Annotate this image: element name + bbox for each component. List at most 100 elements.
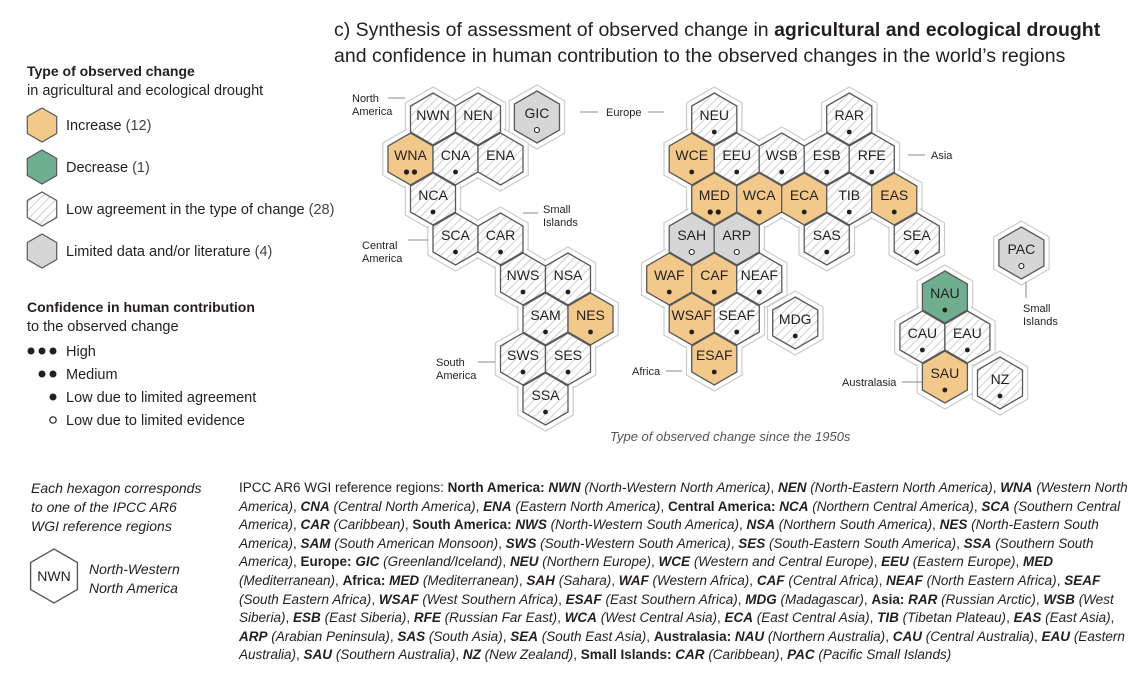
- confidence-dot: [27, 347, 35, 355]
- reference-region-code: CNA: [300, 498, 330, 514]
- reference-region-full-name: (Tibetan Plateau): [902, 610, 1007, 626]
- reference-region-code: MED: [389, 572, 420, 588]
- confidence-dot: [49, 370, 57, 378]
- legend-confidence-2: Low due to limited agreement: [49, 390, 256, 406]
- reference-region-full-name: (Central North America): [333, 498, 476, 514]
- region-hex-code: SEA: [903, 227, 932, 243]
- region-hex-code: CAF: [700, 267, 728, 283]
- region-hex-code: MDG: [779, 311, 812, 327]
- legend-swatch: [26, 149, 58, 185]
- legend-swatch: [26, 233, 58, 269]
- region-hex-code: ENA: [486, 147, 515, 163]
- confidence-dot: [914, 249, 920, 255]
- region-hex-shape: [544, 332, 592, 386]
- region-hex-nz: NZ: [976, 356, 1024, 410]
- confidence-dot: [543, 329, 548, 335]
- reference-region-code: NEU: [509, 554, 539, 570]
- region-hex-nen: NEN: [454, 92, 502, 146]
- region-hex-shape: [921, 350, 969, 404]
- reference-region-full-name: (Eastern North America): [515, 498, 661, 514]
- reference-region-code: RFE: [413, 610, 441, 626]
- reference-region-code: SAS: [397, 628, 426, 644]
- reference-region-full-name: (Mediterranean): [422, 572, 519, 588]
- reference-region-code: NCA: [779, 498, 809, 514]
- region-hex-sah: SAH: [668, 212, 715, 266]
- confidence-dot: [520, 369, 526, 375]
- reference-region-full-name: (Western and Central Europe): [693, 554, 874, 570]
- region-hex-code: NCA: [418, 187, 448, 203]
- region-hex-sws: SWS: [499, 332, 547, 386]
- reference-region-full-name: (North-Eastern North America): [810, 480, 993, 495]
- confidence-dot: [49, 347, 57, 355]
- region-hex-code: PAC: [1008, 241, 1036, 257]
- confidence-dot: [891, 209, 897, 215]
- example-hexagon: [29, 548, 79, 604]
- region-hex-code: CNA: [441, 147, 471, 163]
- reference-region-code: NWN: [548, 480, 581, 495]
- legend-confidence-heading: Confidence in human contribution: [27, 299, 255, 315]
- region-hex-code: SAH: [677, 227, 706, 243]
- reference-region-full-name: (Northern Australia): [767, 628, 886, 644]
- hexagon-note: Each hexagon corresponds to one of the I…: [29, 480, 201, 604]
- confidence-dot: [964, 347, 970, 353]
- confidence-dot: [543, 409, 548, 415]
- reference-region-code: ENA: [483, 498, 512, 514]
- region-hex-nau: NAU: [921, 270, 969, 324]
- reference-region-full-name: (West Central Asia): [600, 610, 717, 626]
- region-hex-caf: CAF: [691, 252, 738, 306]
- confidence-dot: [411, 169, 418, 175]
- confidence-dot: [430, 209, 436, 215]
- region-hex-ses: SES: [544, 332, 592, 386]
- figure-title: c) Synthesis of assessment of observed c…: [334, 19, 1101, 67]
- reference-region-full-name: (South American Monsoon): [334, 535, 499, 551]
- region-hex-shape: [567, 292, 614, 346]
- map-caption: Type of observed change since the 1950s: [610, 429, 851, 444]
- region-hex-code: TIB: [838, 187, 860, 203]
- region-hex-rfe: RFE: [848, 132, 895, 186]
- region-hex-code: WSAF: [672, 307, 712, 323]
- label-africa: Africa: [632, 366, 661, 378]
- legend-confidence-label: Low due to limited evidence: [66, 413, 245, 429]
- region-hex-shape: [848, 132, 895, 186]
- reference-groups: North America: NWN (North-Western North …: [239, 480, 1128, 663]
- reference-region-full-name: (Southern Central America): [239, 498, 1121, 533]
- region-hex-seaf: SEAF: [713, 292, 760, 346]
- legend-type-items: Increase (12) Decrease (1) Low agreement i…: [26, 107, 334, 269]
- confidence-open-dot: [688, 248, 695, 256]
- region-hex-code: CAR: [486, 227, 516, 243]
- region-hex-shape: [871, 172, 918, 226]
- confidence-dot: [801, 209, 807, 215]
- reference-region-code: SAU: [303, 647, 333, 663]
- region-hex-car: CAR: [477, 212, 524, 266]
- reference-region-name: Australasia:: [653, 628, 732, 644]
- reference-region-code: WNA: [1000, 480, 1033, 495]
- reference-region-code: ARP: [239, 628, 268, 644]
- confidence-dot: [997, 393, 1003, 399]
- reference-region-full-name: (Northern South America): [778, 517, 933, 533]
- region-hex-shape: [772, 296, 819, 350]
- reference-region-full-name: (North Eastern Africa): [926, 572, 1057, 588]
- confidence-dot: [38, 347, 46, 355]
- confidence-dot: [715, 209, 721, 215]
- reference-region-code: GIC: [355, 554, 380, 570]
- legend-item-low-agreement: Low agreement in the type of change (28): [26, 191, 334, 227]
- region-hex-ena: ENA: [477, 132, 524, 186]
- region-hex-sas: SAS: [803, 212, 850, 266]
- label-australasia: Australasia: [842, 377, 897, 389]
- confidence-dot: [869, 169, 875, 175]
- region-hex-code: ARP: [722, 227, 751, 243]
- reference-region-full-name: (South Asia): [428, 628, 503, 644]
- region-hex-code: WAF: [654, 267, 685, 283]
- region-hex-code: NZ: [991, 371, 1010, 387]
- reference-region-full-name: (Sahara): [558, 572, 612, 588]
- region-hex-med: MED: [691, 172, 738, 226]
- reference-region-full-name: (Northern Central America): [812, 498, 974, 514]
- region-hex-code: RFE: [858, 147, 886, 163]
- legend-confidence-3: Low due to limited evidence: [49, 413, 245, 429]
- legend: Type of observed change in agricultural …: [26, 63, 334, 429]
- region-hex-esaf: ESAF: [691, 332, 738, 386]
- region-hex-code: EAS: [880, 187, 908, 203]
- region-hex-code: WCA: [743, 187, 776, 203]
- region-hex-code: WNA: [394, 147, 427, 163]
- region-hex-code: WCE: [675, 147, 708, 163]
